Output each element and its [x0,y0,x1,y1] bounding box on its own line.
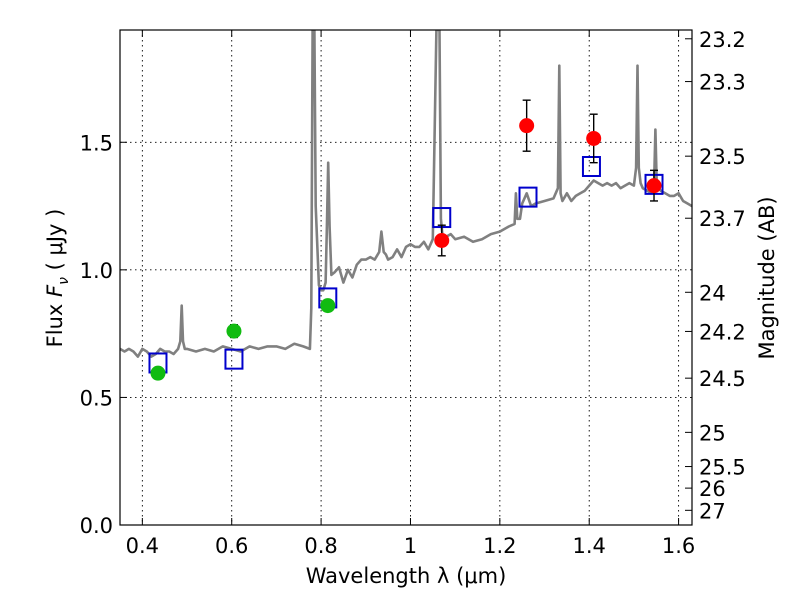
nir-data-point [646,178,662,194]
nir-data-point [434,233,450,249]
x-tick-label: 1.4 [573,534,606,558]
axis-ticks: 0.4 0.6 0.8 1 1.2 1.4 1.6 0.0 0.5 1.0 1.5 23.2 23.3 2… [80,28,746,558]
x-tick-label: 1.6 [662,534,695,558]
right-tick-label: 23.3 [699,71,746,95]
y-tick-label: 1.0 [80,259,113,283]
nir-data-point [519,118,535,134]
optical-data-point [226,323,242,339]
y-axis-right-label: Magnitude (AB) [755,196,779,359]
right-tick-label: 24.5 [699,367,746,391]
grid-lines [120,30,692,526]
model-photometry-square [581,156,601,178]
right-tick-label: 23.5 [699,145,746,169]
y-axis-label: Flux Fν ( μJy ) [43,209,72,348]
spectrum-line [120,30,692,358]
right-tick-label: 27 [699,499,726,523]
model-photometry-square [224,348,244,370]
x-tick-label: 1 [404,534,417,558]
y-tick-label: 1.5 [80,131,113,155]
y-tick-label: 0.0 [80,514,113,538]
model-photometry-square [518,186,538,208]
right-tick-label: 23.2 [699,28,746,52]
marker-layer [148,99,664,381]
nir-data-point [586,130,602,146]
x-tick-label: 0.6 [215,534,248,558]
y-tick-label: 0.5 [80,386,113,410]
right-tick-label: 25 [699,421,726,445]
right-tick-label: 24.2 [699,320,746,344]
spectrum-layer [120,30,692,358]
right-tick-label: 25.5 [699,456,746,480]
plot-area-frame [119,29,693,526]
right-tick-label: 23.7 [699,207,746,231]
right-tick-label: 24 [699,281,726,305]
x-tick-label: 0.8 [304,534,337,558]
x-tick-label: 0.4 [126,534,159,558]
x-axis-label: Wavelength λ (μm) [306,564,507,588]
optical-data-point [150,365,166,381]
right-tick-label: 26 [699,477,726,501]
x-tick-label: 1.2 [483,534,516,558]
optical-data-point [320,298,336,314]
